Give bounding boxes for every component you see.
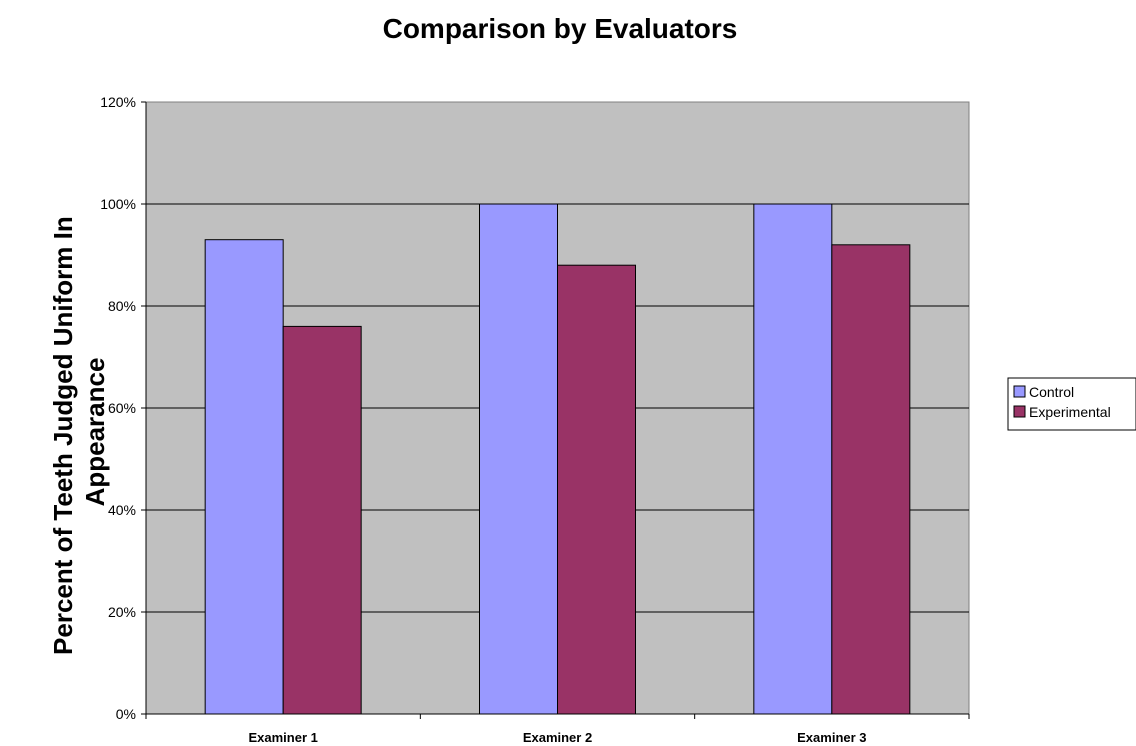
y-tick-label: 100%: [100, 196, 136, 212]
legend: Control Experimental: [1007, 377, 1136, 431]
x-tick-label: Examiner 1: [248, 730, 317, 745]
legend-swatch-control: [1013, 385, 1026, 398]
bar-control-3: [753, 203, 833, 715]
y-tick-label: 120%: [100, 94, 136, 110]
y-tick-label: 60%: [108, 400, 136, 416]
y-tick-label: 0%: [116, 706, 136, 722]
bar-experimental-1: [282, 325, 362, 715]
y-tick-label: 80%: [108, 298, 136, 314]
x-ticks: Examiner 1 Examiner 2 Examiner 3: [145, 714, 970, 745]
chart-title: Comparison by Evaluators: [383, 13, 738, 44]
bar-control-1: [204, 239, 284, 715]
y-ticks: 0% 20% 40% 60% 80% 100% 120%: [100, 94, 146, 722]
legend-label-control: Control: [1029, 384, 1074, 400]
bar-experimental-2: [557, 264, 636, 715]
y-axis-label: Percent of Teeth Judged Uniform In Appea…: [48, 209, 110, 655]
y-axis-label-line-1: Percent of Teeth Judged Uniform In: [48, 216, 78, 655]
bars: [204, 203, 911, 715]
x-tick-label: Examiner 3: [797, 730, 866, 745]
bar-control-2: [479, 203, 558, 715]
legend-frame: [1007, 377, 1136, 431]
y-tick-label: 40%: [108, 502, 136, 518]
x-tick-label: Examiner 2: [523, 730, 592, 745]
legend-swatch-experimental: [1013, 405, 1026, 418]
bar-experimental-3: [831, 244, 911, 715]
y-tick-label: 20%: [108, 604, 136, 620]
y-axis-label-line-2: Appearance: [80, 358, 110, 507]
legend-label-experimental: Experimental: [1029, 404, 1111, 420]
